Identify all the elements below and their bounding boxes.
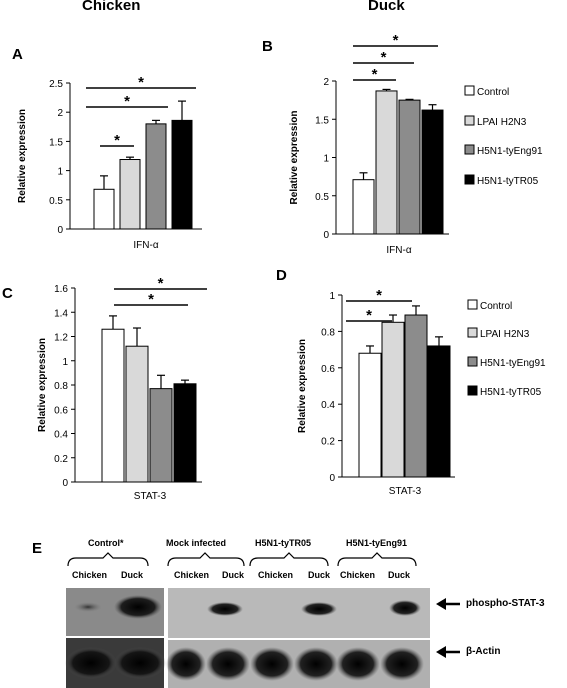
y-tick-label: 0.8 bbox=[321, 327, 335, 338]
significance-star: * bbox=[148, 291, 154, 308]
y-tick-label: 1.6 bbox=[54, 284, 68, 295]
x-axis-label: STAT-3 bbox=[389, 486, 422, 497]
chart-c: 0 0.2 0.4 0.6 0.8 1 1.2 1.4 1.6 Relative expressi… bbox=[37, 275, 207, 502]
y-tick-label: 1 bbox=[329, 291, 335, 302]
legend-swatch bbox=[464, 115, 475, 126]
legend-swatch bbox=[467, 356, 478, 367]
y-tick-label: 0.4 bbox=[54, 430, 68, 441]
blot-group-mock: Mock infected bbox=[166, 538, 227, 548]
panel-letter-d: D bbox=[276, 267, 287, 284]
legend-label: H5N1-tyEng91 bbox=[477, 146, 543, 157]
x-axis-label: IFN-α bbox=[133, 240, 158, 251]
y-tick-label: 1.2 bbox=[54, 333, 68, 344]
lane-label: Chicken bbox=[174, 570, 210, 580]
significance-star: * bbox=[114, 132, 120, 149]
blot-group-tytr05: H5N1-tyTR05 bbox=[255, 538, 312, 548]
legend-label: Control bbox=[477, 87, 509, 98]
legend-swatch bbox=[464, 85, 475, 96]
legend-swatch bbox=[467, 327, 478, 338]
chart-d: 0 0.2 0.4 0.6 0.8 1 Relative expression STAT-3 *… bbox=[297, 287, 546, 497]
y-tick-label: 2 bbox=[323, 77, 329, 88]
band-label-phospho-stat3: phospho-STAT-3 bbox=[466, 598, 545, 609]
y-tick-label: 1 bbox=[62, 357, 68, 368]
y-axis-label: Relative expression bbox=[37, 338, 48, 432]
legend-swatch bbox=[467, 385, 478, 396]
chart-a: 0 0.5 1 1.5 2 2.5 Relative expression IFN-α * * * bbox=[17, 74, 202, 251]
y-tick-label: 0.6 bbox=[54, 405, 68, 416]
significance-star: * bbox=[381, 49, 387, 66]
y-tick-label: 2 bbox=[57, 108, 63, 119]
legend-label: Control bbox=[480, 301, 512, 312]
y-tick-label: 0.2 bbox=[54, 454, 68, 465]
y-tick-label: 0.6 bbox=[321, 364, 335, 375]
significance-star: * bbox=[376, 287, 382, 304]
legend-label: H5N1-tyEng91 bbox=[480, 358, 546, 369]
significance-star: * bbox=[124, 93, 130, 110]
duck-column-title: Duck bbox=[368, 0, 405, 14]
legend-label: H5N1-tyTR05 bbox=[477, 176, 539, 187]
lane-label: Chicken bbox=[340, 570, 376, 580]
y-tick-label: 1 bbox=[57, 167, 63, 178]
legend-label: LPAI H2N3 bbox=[477, 117, 527, 128]
y-axis-label: Relative expression bbox=[289, 111, 300, 205]
y-tick-label: 0.4 bbox=[321, 400, 335, 411]
y-tick-label: 0 bbox=[57, 225, 63, 236]
lane-label: Duck bbox=[388, 570, 411, 580]
significance-star: * bbox=[366, 307, 372, 324]
legend-swatch bbox=[464, 174, 475, 185]
y-tick-label: 0.5 bbox=[49, 196, 63, 207]
lane-label: Duck bbox=[308, 570, 331, 580]
y-tick-label: 1.5 bbox=[49, 137, 63, 148]
y-tick-label: 0 bbox=[329, 473, 335, 484]
blot-group-control: Control* bbox=[88, 538, 124, 548]
legend-swatch bbox=[467, 299, 478, 310]
y-tick-label: 0.5 bbox=[315, 192, 329, 203]
lane-label: Chicken bbox=[258, 570, 294, 580]
y-tick-label: 0 bbox=[323, 230, 329, 241]
x-axis-label: STAT-3 bbox=[134, 491, 167, 502]
y-tick-label: 0 bbox=[62, 478, 68, 489]
chicken-column-title: Chicken bbox=[82, 0, 141, 14]
significance-star: * bbox=[393, 32, 399, 49]
x-axis-label: IFN-α bbox=[386, 245, 411, 256]
lane-label: Duck bbox=[222, 570, 245, 580]
significance-star: * bbox=[372, 66, 378, 83]
panel-letter-a: A bbox=[12, 46, 23, 63]
y-axis-label: Relative expression bbox=[17, 109, 28, 203]
significance-star: * bbox=[158, 275, 164, 292]
panel-letter-e: E bbox=[32, 540, 43, 557]
y-tick-label: 0.8 bbox=[54, 381, 68, 392]
y-tick-label: 1 bbox=[323, 154, 329, 165]
y-tick-label: 1.5 bbox=[315, 115, 329, 126]
panel-letter-c: C bbox=[2, 285, 13, 302]
y-tick-label: 2.5 bbox=[49, 79, 63, 90]
y-tick-label: 1.4 bbox=[54, 308, 68, 319]
blot-group-tyeng91: H5N1-tyEng91 bbox=[346, 538, 408, 548]
band-label-beta-actin: β-Actin bbox=[466, 646, 501, 657]
lane-label: Chicken bbox=[72, 570, 108, 580]
y-axis-label: Relative expression bbox=[297, 339, 308, 433]
lane-label: Duck bbox=[121, 570, 144, 580]
legend-label: H5N1-tyTR05 bbox=[480, 387, 542, 398]
y-tick-label: 0.2 bbox=[321, 437, 335, 448]
legend-label: LPAI H2N3 bbox=[480, 329, 530, 340]
significance-star: * bbox=[138, 74, 144, 91]
panel-letter-b: B bbox=[262, 38, 273, 55]
legend-swatch bbox=[464, 144, 475, 155]
